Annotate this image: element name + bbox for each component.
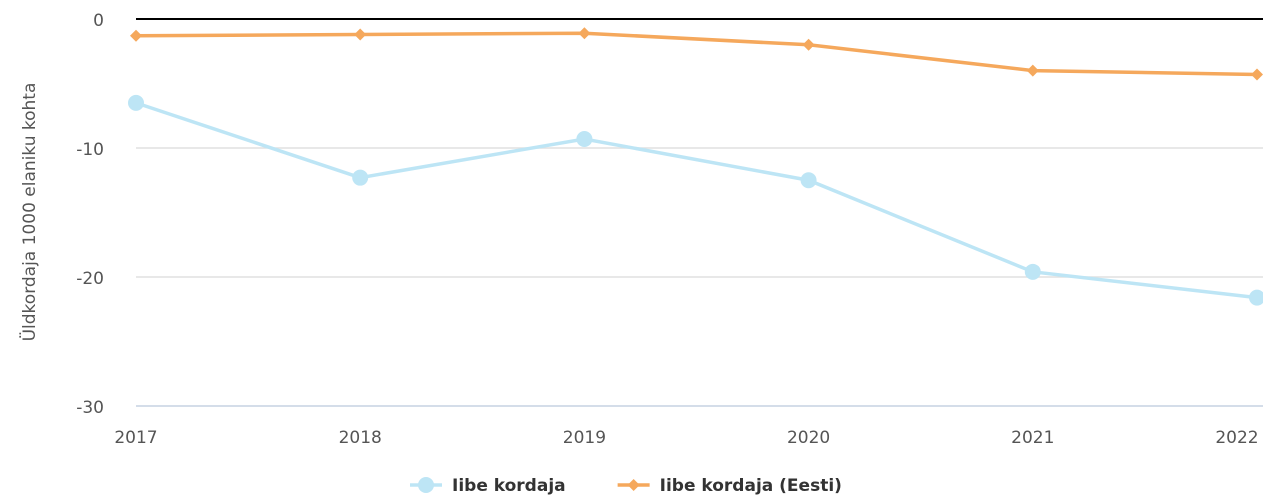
x-tick-label: 2017 xyxy=(114,428,157,448)
y-tick-label: 0 xyxy=(93,11,104,31)
y-axis-label: Üldkordaja 1000 elaniku kohta xyxy=(18,83,40,342)
y-tick-label: -30 xyxy=(76,398,104,418)
point xyxy=(578,27,591,40)
x-tick-label: 2022 xyxy=(1215,428,1258,448)
x-tick-label: 2019 xyxy=(563,428,606,448)
legend: Iibe kordaja Iibe kordaja (Eesti) xyxy=(410,476,842,496)
legend-label: Iibe kordaja xyxy=(452,476,566,496)
point xyxy=(130,29,142,42)
y-tick-label: -20 xyxy=(76,269,104,289)
legend-marker xyxy=(418,477,434,493)
point xyxy=(128,94,144,111)
series-line xyxy=(135,31,1258,77)
x-tick-label: 2018 xyxy=(339,428,382,448)
x-tick-label: 2021 xyxy=(1011,428,1054,448)
series-line xyxy=(135,101,1258,300)
point xyxy=(576,130,593,147)
y-tick-label: -10 xyxy=(76,140,104,160)
legend-marker xyxy=(627,479,640,491)
point xyxy=(352,169,369,186)
point xyxy=(1026,64,1039,77)
point xyxy=(1251,68,1263,81)
point xyxy=(1249,289,1263,306)
point xyxy=(1024,263,1041,280)
point xyxy=(354,28,367,41)
point xyxy=(800,172,817,189)
x-tick-label: 2020 xyxy=(787,428,830,448)
legend-label: Iibe kordaja (Eesti) xyxy=(660,476,842,496)
point xyxy=(802,38,815,51)
